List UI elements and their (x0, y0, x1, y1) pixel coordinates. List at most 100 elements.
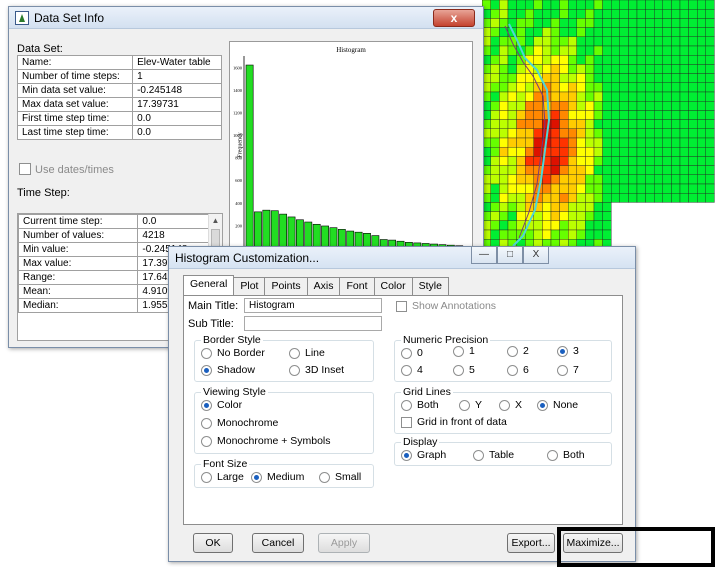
radio-dot[interactable] (201, 364, 212, 376)
map-cell (705, 128, 715, 139)
close-button[interactable]: x (433, 9, 475, 27)
cancel-button[interactable]: Cancel (252, 533, 304, 553)
radio-color[interactable]: Color (201, 399, 242, 411)
tab-font[interactable]: Font (339, 277, 375, 295)
radio-dot[interactable] (459, 399, 470, 411)
hc-close-button[interactable]: X (523, 246, 549, 264)
tab-style[interactable]: Style (411, 277, 449, 295)
radio-dot[interactable] (401, 347, 412, 359)
map-cell (593, 128, 603, 139)
radio-grid-x[interactable]: X (499, 399, 522, 411)
radio-dot[interactable] (201, 399, 212, 411)
radio-dot[interactable] (547, 449, 558, 461)
radio-monochrome-symbols[interactable]: Monochrome + Symbols (201, 435, 331, 447)
radio-dot[interactable] (453, 364, 464, 376)
checkbox-box[interactable] (396, 300, 407, 312)
apply-button[interactable]: Apply (318, 533, 370, 553)
tab-plot[interactable]: Plot (233, 277, 266, 295)
radio-grid-none[interactable]: None (537, 399, 578, 411)
radio-3d-inset[interactable]: 3D Inset (289, 364, 344, 376)
radio-dot[interactable] (201, 471, 212, 483)
maximize-button[interactable]: Maximize... (563, 533, 623, 553)
radio-precision-1[interactable]: 1 (453, 345, 475, 357)
map-cell (525, 156, 535, 166)
radio-shadow[interactable]: Shadow (201, 364, 255, 376)
checkbox-box[interactable] (19, 163, 31, 175)
radio-dot[interactable] (201, 417, 212, 429)
radio-dot[interactable] (289, 364, 300, 376)
radio-dot[interactable] (401, 449, 412, 461)
radio-label: 3 (573, 345, 579, 357)
radio-grid-both[interactable]: Both (401, 399, 439, 411)
hc-titlebar[interactable]: Histogram Customization... (169, 247, 635, 269)
radio-precision-0[interactable]: 0 (401, 347, 423, 359)
map-cell (688, 55, 698, 65)
minimize-button[interactable]: — (471, 246, 497, 264)
tab-points[interactable]: Points (264, 277, 308, 295)
radio-large[interactable]: Large (201, 471, 244, 483)
radio-precision-2[interactable]: 2 (507, 345, 529, 357)
map-cell (533, 110, 543, 120)
map-cell (542, 55, 552, 65)
map-cell (662, 45, 672, 56)
map-cell (499, 8, 509, 19)
radio-grid-y[interactable]: Y (459, 399, 482, 411)
radio-precision-7[interactable]: 7 (557, 364, 579, 376)
radio-medium[interactable]: Medium (251, 471, 304, 483)
map-cell (662, 91, 672, 102)
map-cell (688, 174, 698, 185)
map-cell (585, 128, 595, 139)
radio-display-table[interactable]: Table (473, 449, 514, 461)
map-cell (619, 110, 629, 120)
map-cell (499, 174, 509, 185)
radio-dot[interactable] (507, 345, 518, 357)
restore-button[interactable]: □ (497, 246, 523, 264)
radio-display-graph[interactable]: Graph (401, 449, 446, 461)
export-button[interactable]: Export... (507, 533, 555, 553)
radio-dot[interactable] (557, 345, 568, 357)
scroll-up-icon[interactable]: ▲ (211, 216, 220, 225)
radio-dot[interactable] (453, 345, 464, 357)
main-title-input[interactable] (244, 298, 382, 313)
radio-dot[interactable] (499, 399, 510, 411)
use-dates-checkbox[interactable]: Use dates/times (19, 163, 114, 176)
radio-precision-5[interactable]: 5 (453, 364, 475, 376)
radio-precision-6[interactable]: 6 (507, 364, 529, 376)
radio-dot[interactable] (319, 471, 330, 483)
tab-general[interactable]: General (183, 275, 235, 295)
use-dates-label: Use dates/times (35, 164, 114, 176)
radio-precision-4[interactable]: 4 (401, 364, 423, 376)
map-cell (679, 0, 689, 10)
radio-dot[interactable] (201, 435, 212, 447)
radio-display-both[interactable]: Both (547, 449, 585, 461)
font-size-title: Font Size (201, 458, 250, 470)
radio-dot[interactable] (201, 347, 212, 359)
radio-dot[interactable] (557, 364, 568, 376)
map-cell (593, 0, 603, 10)
show-annotations-checkbox[interactable]: Show Annotations (396, 300, 496, 312)
map-cell (576, 100, 586, 111)
radio-dot[interactable] (251, 471, 262, 483)
radio-no-border[interactable]: No Border (201, 347, 265, 359)
sub-title-input[interactable] (244, 316, 382, 331)
radio-dot[interactable] (507, 364, 518, 376)
checkbox-box[interactable] (401, 416, 412, 428)
radio-small[interactable]: Small (319, 471, 361, 483)
radio-dot[interactable] (401, 364, 412, 376)
radio-dot[interactable] (289, 347, 300, 359)
data-set-info-titlebar[interactable]: Data Set Info (9, 7, 483, 29)
radio-precision-3[interactable]: 3 (557, 345, 579, 357)
radio-dot[interactable] (537, 399, 548, 411)
map-cell (516, 0, 526, 10)
map-cell (619, 174, 629, 185)
map-cell (696, 100, 706, 111)
tab-color[interactable]: Color (373, 277, 413, 295)
tab-axis[interactable]: Axis (306, 277, 341, 295)
radio-dot[interactable] (473, 449, 484, 461)
radio-line[interactable]: Line (289, 347, 325, 359)
map-cell (679, 110, 689, 120)
grid-front-checkbox[interactable]: Grid in front of data (401, 416, 507, 428)
radio-monochrome[interactable]: Monochrome (201, 417, 278, 429)
ok-button[interactable]: OK (193, 533, 233, 553)
radio-dot[interactable] (401, 399, 412, 411)
